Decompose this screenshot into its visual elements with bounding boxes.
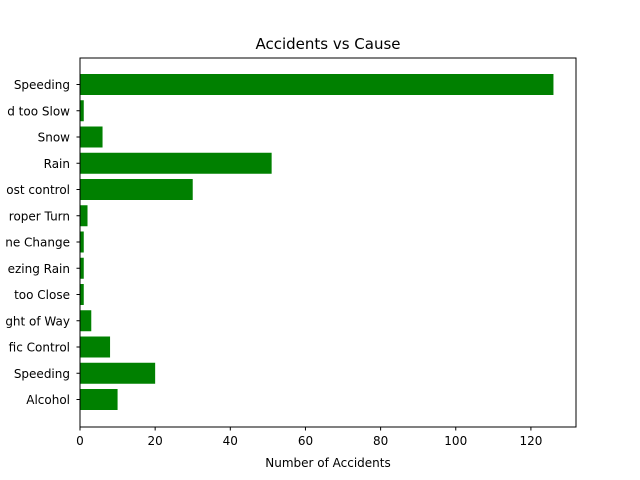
x-tick-label-0: 0: [76, 434, 84, 448]
y-tick-label-7: ezing Rain: [8, 262, 70, 276]
x-tick-label-2: 40: [223, 434, 238, 448]
y-axis-ticks: Speeding d too Slow Snow Rain ost control rop…: [5, 78, 80, 407]
chart-title: Accidents vs Cause: [255, 35, 400, 53]
x-tick-label-6: 120: [519, 434, 542, 448]
x-tick-label-1: 20: [148, 434, 163, 448]
bar-7: [80, 257, 84, 279]
bars-layer: [80, 74, 554, 410]
bar-3: [80, 152, 272, 174]
y-tick-label-9: ght of Way: [5, 314, 70, 328]
x-tick-label-5: 100: [444, 434, 467, 448]
y-tick-label-3: Rain: [44, 157, 70, 171]
y-tick-label-6: ne Change: [5, 236, 70, 250]
y-tick-label-10: fic Control: [9, 341, 70, 355]
y-tick-label-2: Snow: [38, 131, 71, 145]
x-tick-label-4: 80: [373, 434, 388, 448]
bar-9: [80, 310, 92, 332]
bar-5: [80, 205, 88, 227]
bar-12: [80, 389, 118, 410]
plot-frame: [79, 57, 577, 428]
y-tick-label-11: Speeding: [14, 367, 70, 381]
bar-8: [80, 284, 84, 305]
x-axis-ticks: 0 20 40 60 80 100 120: [76, 427, 542, 448]
y-tick-label-4: ost control: [6, 183, 70, 197]
bar-4: [80, 179, 193, 200]
x-axis-label: Number of Accidents: [265, 456, 391, 470]
y-tick-label-0: Speeding: [14, 78, 70, 92]
bar-1: [80, 100, 84, 122]
bar-2: [80, 126, 103, 148]
bar-0: [80, 74, 554, 95]
y-tick-label-5: roper Turn: [9, 209, 70, 223]
y-tick-label-8: too Close: [14, 288, 70, 302]
y-tick-label-1: d too Slow: [7, 104, 70, 118]
bar-6: [80, 231, 84, 253]
bar-11: [80, 362, 156, 384]
bar-10: [80, 336, 111, 358]
y-tick-label-12: Alcohol: [26, 393, 70, 407]
x-tick-label-3: 60: [298, 434, 313, 448]
